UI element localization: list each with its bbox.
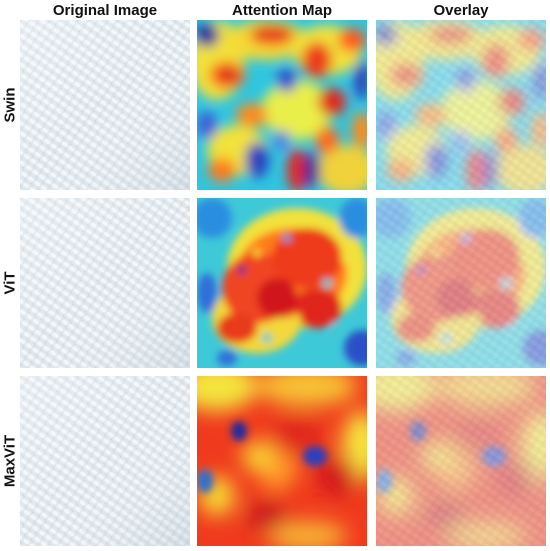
row-label-text-maxvit: MaxViT <box>1 434 19 488</box>
original-image-maxvit <box>20 376 190 546</box>
row-label-maxvit: MaxViT <box>0 376 20 546</box>
overlay-maxvit <box>376 376 546 546</box>
overlay-swin <box>376 20 546 190</box>
column-title-attention: Attention Map <box>232 2 332 19</box>
row-label-vit: ViT <box>0 198 20 368</box>
column-title-original: Original Image <box>52 2 158 19</box>
original-image-swin <box>20 20 190 190</box>
attention-map-maxvit <box>197 376 367 546</box>
original-image-vit <box>20 198 190 368</box>
attention-map-swin <box>197 20 367 190</box>
row-label-swin: Swin <box>0 20 20 190</box>
row-label-text-swin: Swin <box>1 87 19 123</box>
overlay-vit <box>376 198 546 368</box>
row-label-text-vit: ViT <box>1 271 19 295</box>
column-title-overlay: Overlay <box>433 2 489 19</box>
attention-map-vit <box>197 198 367 368</box>
